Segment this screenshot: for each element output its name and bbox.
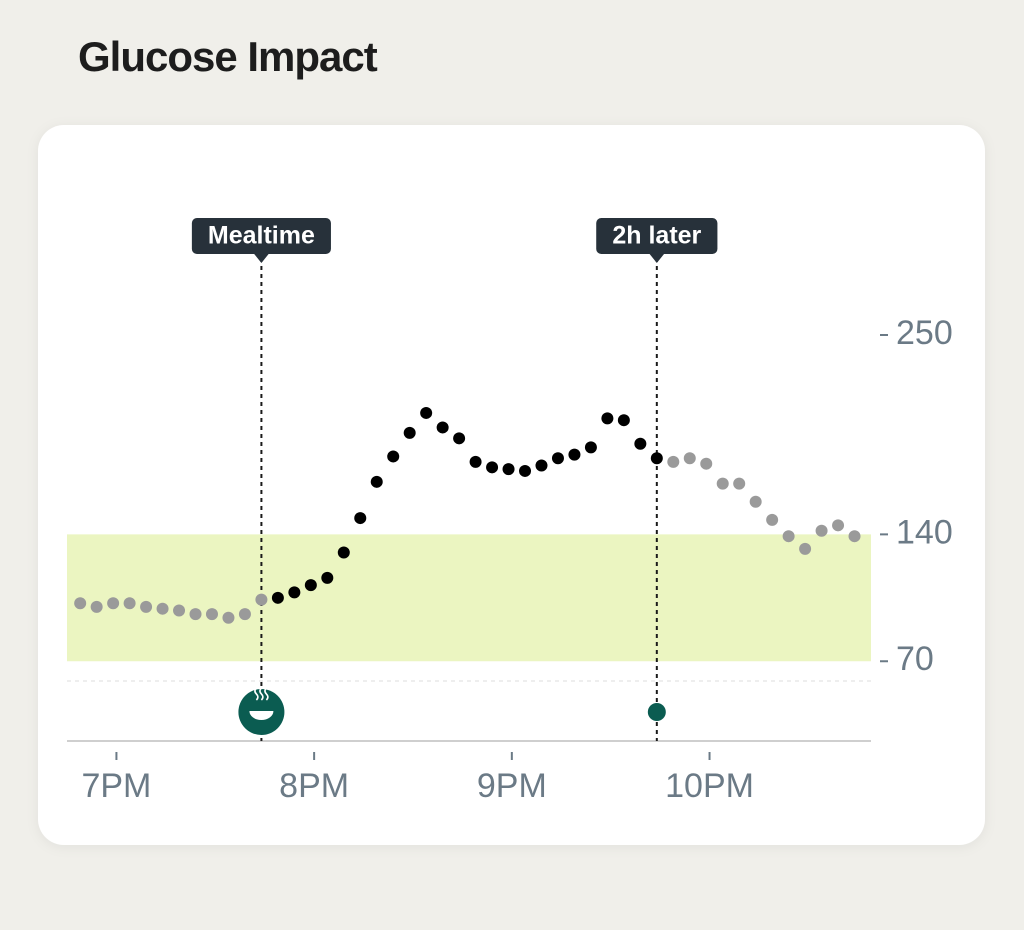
glucose-point (453, 432, 466, 445)
glucose-point (354, 512, 367, 525)
page-title: Glucose Impact (78, 33, 378, 80)
glucose-point (238, 608, 251, 621)
marker-pointer (648, 253, 665, 263)
glucose-point (749, 495, 762, 508)
glucose-point (271, 591, 284, 604)
chart-card (38, 125, 985, 845)
y-tick-label: 250 (896, 314, 953, 352)
chart: 250 140 70 7PM 8PM 9PM 10PM Mealtime 2h later (67, 218, 953, 805)
glucose-point (766, 513, 779, 526)
x-tick-label: 8PM (279, 767, 349, 805)
glucose-point (420, 406, 433, 419)
glucose-point (551, 452, 564, 465)
glucose-point (519, 464, 532, 477)
glucose-point (123, 597, 136, 610)
glucose-point (304, 579, 317, 592)
glucose-point (403, 426, 416, 439)
x-tick-label: 9PM (477, 767, 547, 805)
glucose-point (667, 455, 680, 468)
glucose-point (222, 611, 235, 624)
glucose-point (74, 597, 87, 610)
y-tick-label: 70 (896, 640, 934, 678)
glucose-point (700, 457, 713, 470)
glucose-point (370, 475, 383, 488)
meal-icon-steam (254, 687, 269, 701)
marker-label-text: 2h later (612, 222, 701, 250)
glucose-point (650, 452, 663, 465)
glucose-point (288, 586, 301, 599)
x-tick-label: 7PM (81, 767, 151, 805)
glucose-point (486, 461, 499, 474)
glucose-point (535, 459, 548, 472)
marker-label-box (596, 218, 718, 254)
marker-dot (647, 703, 666, 721)
meal-icon-bowl (249, 711, 274, 720)
glucose-point (156, 602, 169, 615)
glucose-point (90, 600, 103, 613)
glucose-point (568, 448, 581, 461)
glucose-point (337, 546, 350, 559)
glucose-point (189, 608, 202, 621)
glucose-point (205, 608, 218, 621)
marker-label: 2h later (596, 218, 718, 263)
marker-label-box (191, 218, 331, 254)
glucose-point (107, 597, 120, 610)
glucose-point (782, 530, 795, 543)
glucose-point (436, 421, 449, 434)
marker-label: Mealtime (191, 218, 331, 263)
glucose-point (321, 571, 334, 584)
glucose-point (634, 437, 647, 450)
glucose-point (815, 524, 828, 537)
glucose-point (387, 450, 400, 463)
glucose-point (601, 412, 614, 425)
glucose-point (617, 414, 630, 427)
marker-pointer (253, 253, 270, 263)
glucose-point (584, 441, 597, 454)
y-tick-label: 140 (896, 513, 953, 551)
glucose-point (733, 477, 746, 490)
target-range (67, 534, 871, 662)
glucose-point (848, 530, 861, 543)
glucose-point (832, 519, 845, 532)
glucose-point (683, 452, 696, 465)
marker-label-text: Mealtime (208, 222, 315, 250)
glucose-point (140, 600, 153, 613)
x-tick-label: 10PM (665, 767, 754, 805)
glucose-point (716, 477, 729, 490)
glucose-point (469, 455, 482, 468)
glucose-point (502, 463, 515, 476)
glucose-point (799, 542, 812, 555)
glucose-point (173, 604, 186, 617)
glucose-point (255, 593, 268, 606)
meal-icon (238, 687, 285, 735)
